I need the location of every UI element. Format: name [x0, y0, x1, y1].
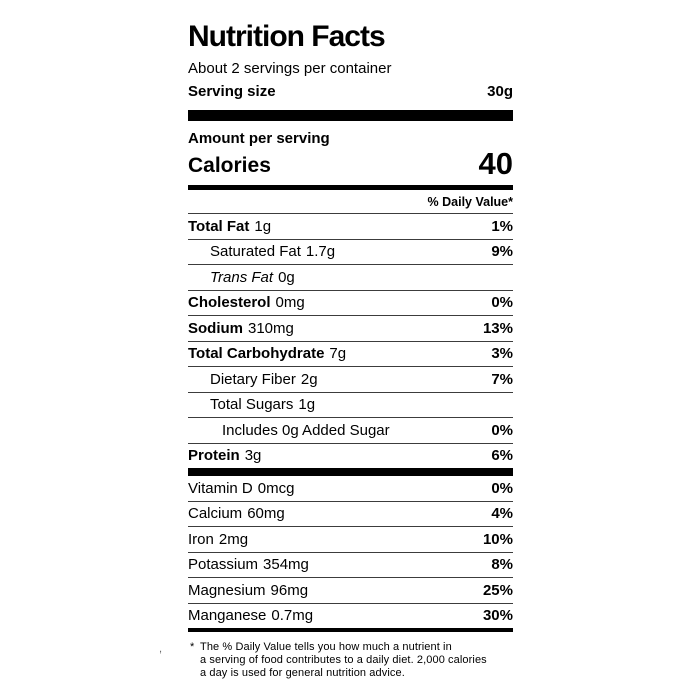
nutrient-amount: 310mg	[248, 319, 294, 337]
serving-size-row: Serving size 30g	[188, 83, 513, 101]
nutrient-name: Cholesterol	[188, 294, 271, 311]
nutrient-row: Total Carbohydrate 7g 3%	[188, 342, 513, 367]
calories-row: Calories 40	[188, 148, 513, 179]
nutrient-amount: 1.7g	[305, 243, 336, 260]
nutrient-row: Trans Fat 0g	[188, 265, 513, 291]
nutrient-daily-value: 13%	[482, 319, 513, 337]
nutrient-amount: 0mcg	[257, 479, 295, 497]
nutrient-row: Magnesium 96mg 25%	[188, 578, 513, 604]
nutrient-amount: 0g	[278, 268, 295, 286]
nutrient-name: Dietary Fiber	[210, 370, 296, 388]
nutrient-amount: 1g	[254, 217, 272, 235]
nutrient-row: Manganese 0.7mg 30%	[188, 604, 513, 629]
nutrient-name: Total Sugars	[210, 396, 294, 413]
nutrient-row: Potassium 354mg 8%	[188, 553, 513, 578]
nutrient-amount: 3g	[244, 447, 262, 464]
daily-value-footnote: * The % Daily Value tells you how much a…	[188, 641, 513, 680]
nutrient-row: Iron 2mg 10%	[188, 527, 513, 553]
nutrient-daily-value: 8%	[491, 556, 513, 573]
nutrient-name: Vitamin D	[188, 479, 253, 497]
nutrient-daily-value: 0%	[491, 479, 513, 497]
nutrient-row: Vitamin D 0mcg 0%	[188, 476, 513, 502]
nutrient-amount: 7g	[329, 345, 347, 362]
section-bar-thick	[188, 110, 513, 121]
serving-size-label: Serving size	[188, 83, 276, 100]
daily-value-header: % Daily Value*	[188, 190, 513, 214]
nutrient-name: Total Fat	[188, 217, 250, 235]
main-nutrient-rows: Total Fat 1g 1% Saturated Fat 1.7g 9% Tr…	[188, 214, 513, 468]
nutrient-daily-value: 1%	[491, 217, 513, 235]
nutrient-amount: 96mg	[270, 581, 309, 599]
nutrient-row: Includes 0g Added Sugar 0%	[188, 418, 513, 444]
nutrient-amount: 0.7mg	[271, 607, 314, 624]
nutrient-name: Iron	[188, 530, 214, 548]
footnote-line: a serving of food contributes to a daily…	[200, 654, 487, 666]
calories-value: 40	[478, 146, 513, 181]
nutrient-daily-value: 6%	[491, 447, 513, 464]
nutrient-daily-value: 4%	[491, 505, 513, 522]
vitamin-mineral-rows: Vitamin D 0mcg 0% Calcium 60mg 4% Iron 2…	[188, 476, 513, 628]
nutrient-row: Calcium 60mg 4%	[188, 502, 513, 527]
nutrient-amount: 0mg	[275, 294, 305, 311]
nutrient-daily-value: 3%	[491, 345, 513, 362]
nutrient-name: Includes 0g Added Sugar	[222, 421, 390, 439]
nutrient-amount: 2g	[300, 370, 318, 388]
nutrient-amount: 1g	[298, 396, 316, 413]
footnote-line: a day is used for general nutrition advi…	[200, 667, 405, 679]
nutrient-row: Dietary Fiber 2g 7%	[188, 367, 513, 393]
nutrient-name: Calcium	[188, 505, 243, 522]
nutrient-name: Saturated Fat	[210, 243, 301, 260]
nutrient-row: Saturated Fat 1.7g 9%	[188, 240, 513, 265]
nutrient-daily-value: 0%	[491, 421, 513, 439]
nutrient-daily-value: 25%	[482, 581, 513, 599]
nutrient-name: Protein	[188, 447, 240, 464]
serving-size-value: 30g	[487, 83, 513, 100]
nutrition-facts-label: Nutrition Facts About 2 servings per con…	[188, 20, 513, 680]
nutrient-name: Potassium	[188, 556, 259, 573]
nutrient-name: Sodium	[188, 319, 243, 337]
nutrient-amount: 2mg	[218, 530, 249, 548]
nutrient-daily-value: 7%	[491, 370, 513, 388]
servings-per-container: About 2 servings per container	[188, 60, 392, 77]
section-bar-heavy	[188, 468, 513, 476]
nutrient-daily-value: 9%	[491, 243, 513, 260]
nutrient-row: Total Sugars 1g	[188, 393, 513, 418]
nutrient-row: Sodium 310mg 13%	[188, 316, 513, 342]
nutrient-name: Magnesium	[188, 581, 266, 599]
nutrient-row: Total Fat 1g 1%	[188, 214, 513, 240]
nutrient-amount: 354mg	[263, 556, 309, 573]
amount-per-serving-label: Amount per serving	[188, 130, 330, 147]
nutrient-daily-value: 10%	[482, 530, 513, 548]
calories-label: Calories	[188, 154, 271, 177]
nutrient-daily-value: 30%	[482, 607, 513, 624]
label-title: Nutrition Facts	[188, 20, 386, 53]
nutrient-amount: 60mg	[247, 505, 285, 522]
footnote-asterisk: *	[190, 641, 195, 653]
section-bar-bottom	[188, 628, 513, 632]
nutrient-name: Total Carbohydrate	[188, 345, 325, 362]
footnote-line: The % Daily Value tells you how much a n…	[200, 641, 452, 653]
nutrient-row: Cholesterol 0mg 0%	[188, 291, 513, 316]
stray-mark: ,	[159, 643, 163, 655]
section-bar-medium	[188, 185, 513, 190]
nutrient-row: Protein 3g 6%	[188, 444, 513, 469]
nutrient-name: Trans Fat	[210, 268, 274, 286]
nutrient-name: Manganese	[188, 607, 267, 624]
nutrient-daily-value: 0%	[491, 294, 513, 311]
